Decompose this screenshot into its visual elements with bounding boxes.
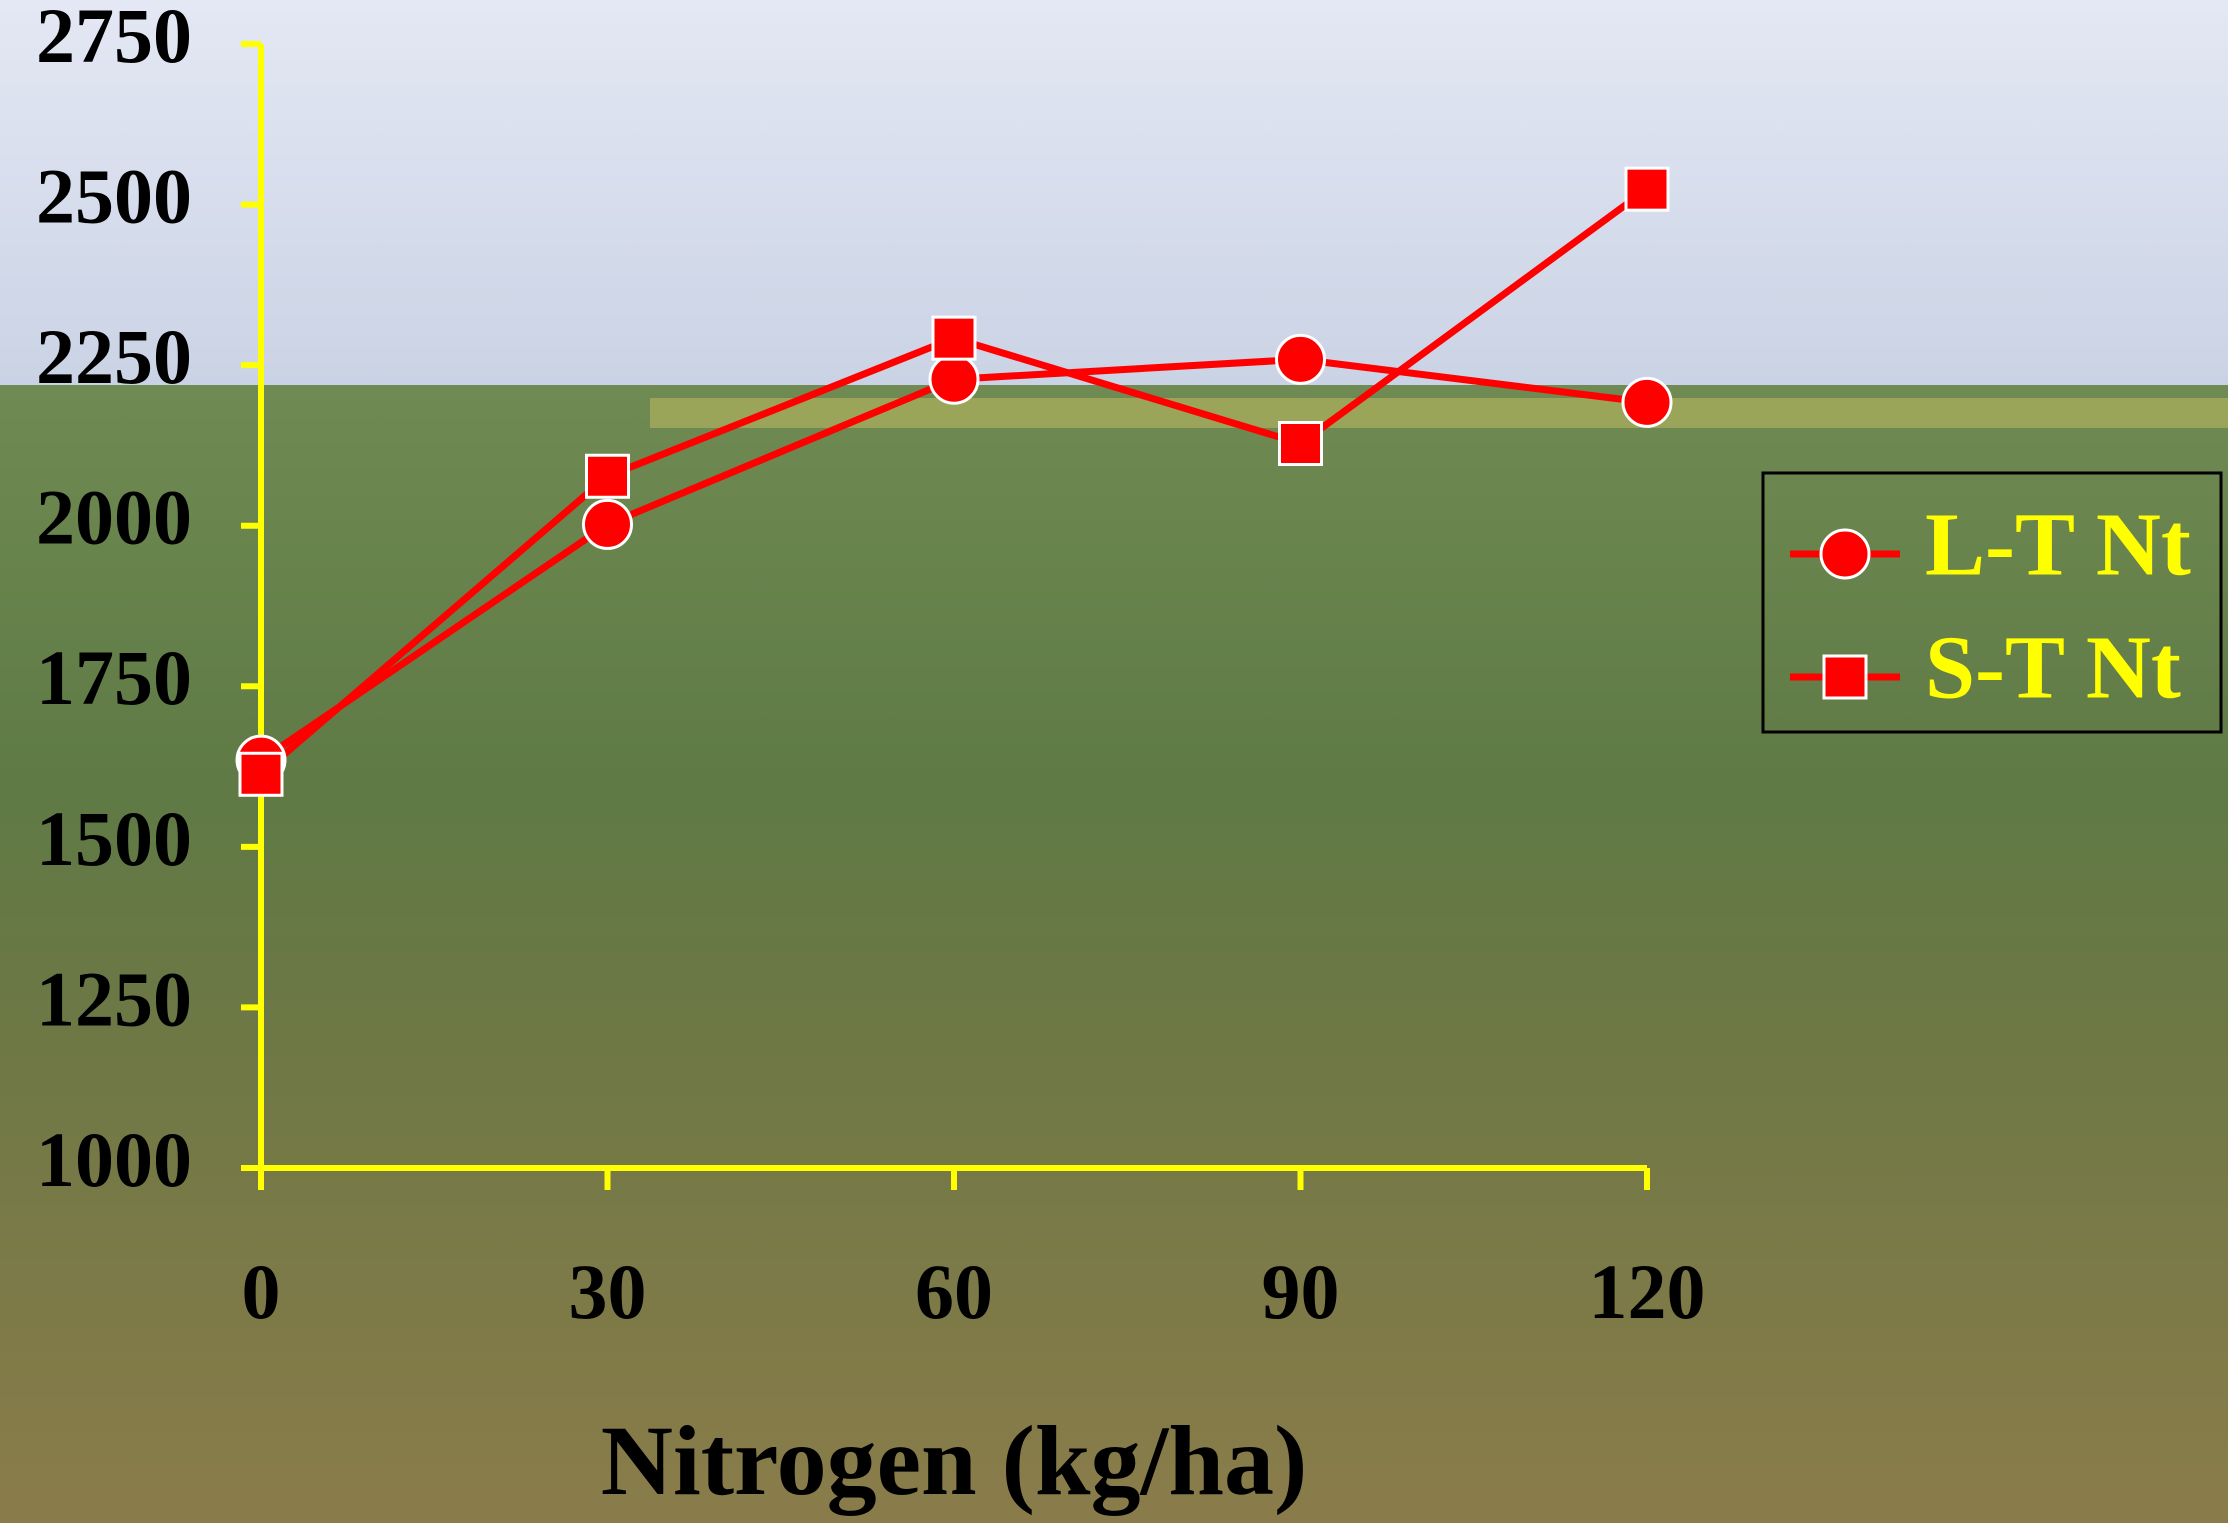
data-point xyxy=(1277,335,1325,383)
field-strip xyxy=(650,398,2228,428)
legend-label: L-T Nt xyxy=(1925,496,2191,595)
y-tick-label: 1500 xyxy=(36,795,192,882)
chart: Nitrogen (kg/ha) 1000 1250 1500 1750 2000 225… xyxy=(0,0,2228,1523)
y-tick-label: 2750 xyxy=(36,0,192,79)
x-tick-label: 90 xyxy=(1262,1248,1340,1335)
x-tick-label: 30 xyxy=(569,1248,647,1335)
legend-label: S-T Nt xyxy=(1925,619,2181,718)
x-axis-title: Nitrogen (kg/ha) xyxy=(601,1405,1308,1516)
x-tick-label: 0 xyxy=(242,1248,281,1335)
data-point xyxy=(930,355,978,403)
data-point xyxy=(1623,378,1671,426)
y-tick-label: 1250 xyxy=(36,955,192,1042)
legend-marker xyxy=(1821,530,1869,578)
y-tick-label: 2500 xyxy=(36,152,192,239)
legend-marker xyxy=(1824,656,1866,698)
y-tick-label: 2250 xyxy=(36,313,192,400)
x-tick-label: 120 xyxy=(1589,1248,1706,1335)
sky-background xyxy=(0,0,2228,400)
data-point xyxy=(1280,423,1322,465)
data-point xyxy=(1626,168,1668,210)
data-point xyxy=(584,500,632,548)
data-point xyxy=(933,317,975,359)
data-point xyxy=(240,753,282,795)
y-tick-label: 1750 xyxy=(36,634,192,721)
y-tick-label: 1000 xyxy=(36,1116,192,1203)
x-tick-label: 60 xyxy=(915,1248,993,1335)
data-point xyxy=(587,455,629,497)
y-tick-label: 2000 xyxy=(36,474,192,561)
